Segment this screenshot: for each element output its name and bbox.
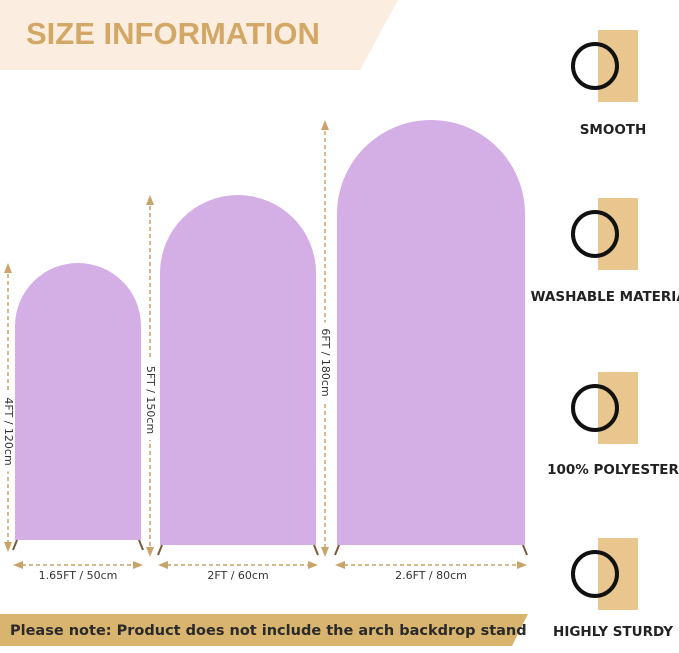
height-label: 6FT / 180cm [319, 328, 332, 396]
label-bg [318, 322, 332, 403]
feature-label: 100% POLYESTER [547, 462, 679, 478]
stand-leg [12, 539, 18, 551]
arrow [146, 547, 154, 557]
feature-label: WASHABLE MATERIAL [531, 289, 679, 305]
icon [571, 210, 619, 258]
stand-leg [313, 544, 319, 556]
label-bg [143, 360, 157, 440]
icon [571, 384, 619, 432]
arch [160, 195, 316, 545]
arch [337, 120, 525, 545]
arrow [4, 263, 12, 273]
height-label: 5FT / 150cm [144, 366, 157, 434]
stand-leg [138, 539, 144, 551]
arrow [335, 561, 345, 569]
note: Please note: Product does not include th… [10, 623, 527, 639]
stand-leg [157, 544, 163, 556]
arrow [133, 561, 143, 569]
arrow [321, 120, 329, 130]
stand-leg [334, 544, 340, 556]
width-label: 2FT / 60cm [207, 569, 268, 582]
stand-leg [522, 544, 528, 556]
arch [15, 263, 141, 540]
features: SMOOTH WASHABLE MATERIAL 100% POLYESTER HIG… [531, 30, 679, 640]
arrow [13, 561, 23, 569]
arrow [321, 547, 329, 557]
title-banner [0, 0, 398, 70]
arrow [4, 542, 12, 552]
arches: 4FT / 120cm 1.65FT / 50cm 5FT / 150cm 2FT /… [1, 120, 528, 582]
label-bg [1, 391, 15, 472]
arrow [158, 561, 168, 569]
icon [571, 550, 619, 598]
arrow [308, 561, 318, 569]
width-label: 2.6FT / 80cm [395, 569, 467, 582]
width-label: 1.65FT / 50cm [39, 569, 118, 582]
title: SIZE INFORMATION [26, 16, 320, 51]
height-label: 4FT / 120cm [2, 397, 15, 465]
feature-label: HIGHLY STURDY [553, 624, 673, 640]
feature-label: SMOOTH [580, 122, 647, 138]
arrow [517, 561, 527, 569]
icon [571, 42, 619, 90]
arrow [146, 195, 154, 205]
note-band [0, 614, 528, 646]
